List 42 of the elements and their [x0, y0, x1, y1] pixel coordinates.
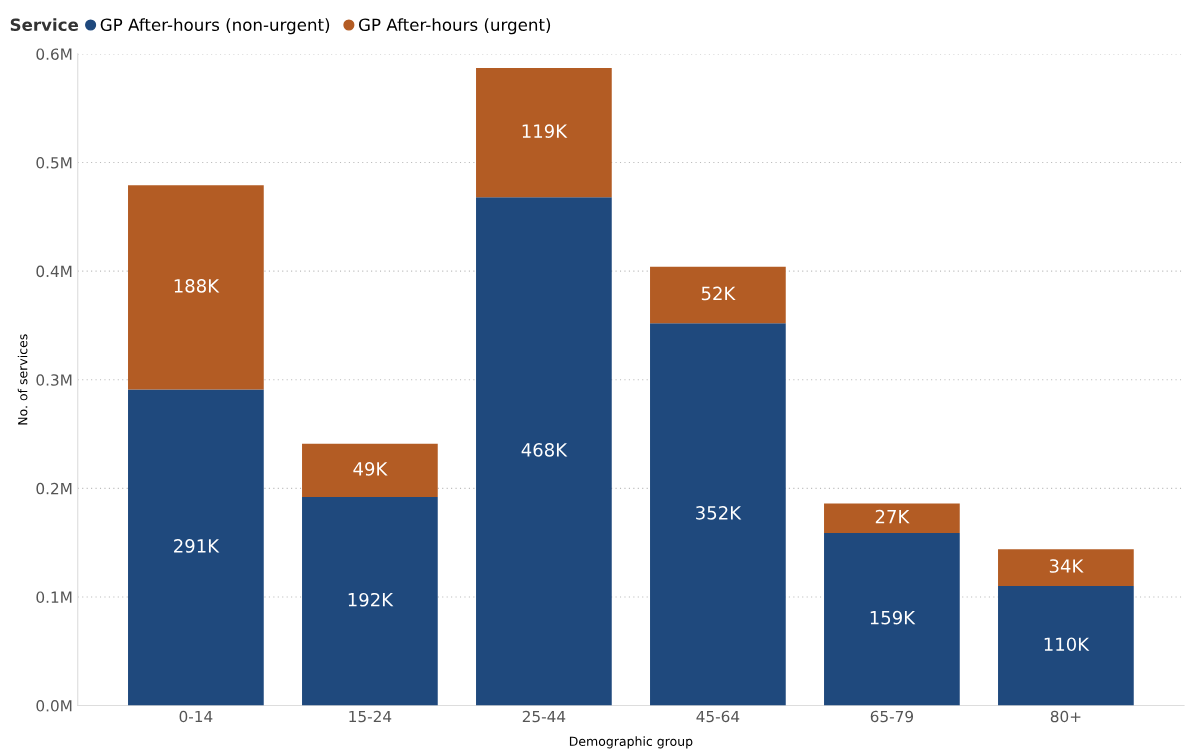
- bar: [128, 389, 264, 706]
- data-label: 291K: [174, 539, 220, 553]
- data-label: 49K: [353, 462, 388, 476]
- x-tick-label: 15-24: [349, 710, 392, 723]
- bar: [476, 197, 612, 706]
- data-label: 27K: [875, 509, 910, 524]
- y-tick-label: 0.2M: [36, 482, 72, 495]
- bar: [650, 323, 786, 706]
- x-tick-label: 0-14: [179, 710, 213, 723]
- bar: [824, 503, 960, 533]
- y-tick-label: 0.4M: [36, 265, 72, 278]
- y-tick-label: 0.3M: [36, 374, 72, 386]
- legend-label: GP After-hours (urgent): [358, 18, 551, 35]
- bar: [302, 443, 438, 498]
- x-tick-label: 80+: [1050, 710, 1081, 723]
- bar: [998, 549, 1134, 587]
- data-label: 34K: [1049, 559, 1084, 573]
- y-tick-label: 0.0M: [36, 700, 72, 712]
- x-tick-label: 45-64: [696, 710, 740, 723]
- data-label: 352K: [696, 505, 742, 520]
- data-label: 192K: [348, 592, 394, 607]
- x-tick-label: 25-44: [522, 710, 566, 723]
- legend-label: GP After-hours (non-urgent): [100, 18, 330, 35]
- x-axis-title: Demographic group: [569, 736, 693, 749]
- data-label: 159K: [870, 610, 916, 625]
- y-tick-label: 0.6M: [36, 48, 72, 60]
- bar: [476, 68, 612, 198]
- bar: [302, 497, 438, 706]
- data-label: 188K: [174, 279, 220, 293]
- x-tick-label: 65-79: [870, 710, 914, 723]
- data-label: 52K: [701, 286, 736, 301]
- y-axis-title: No. of services: [17, 334, 28, 425]
- data-label: 110K: [1044, 637, 1090, 652]
- y-tick-label: 0.1M: [36, 591, 72, 603]
- data-label: 119K: [522, 124, 568, 138]
- legend-title: Service: [10, 18, 79, 32]
- bar: [128, 185, 264, 390]
- bar: [998, 586, 1134, 706]
- bar: [824, 532, 960, 706]
- data-label: 468K: [521, 443, 568, 457]
- bar: [650, 266, 786, 324]
- y-tick-label: 0.5M: [36, 157, 72, 169]
